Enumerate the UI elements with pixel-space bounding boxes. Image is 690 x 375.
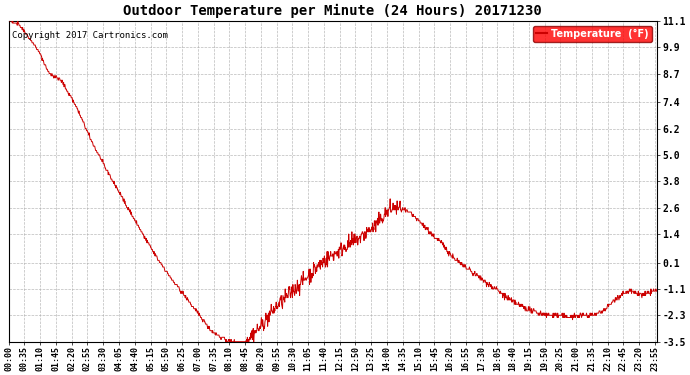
Legend: Temperature  (°F): Temperature (°F) — [533, 26, 652, 42]
Text: Copyright 2017 Cartronics.com: Copyright 2017 Cartronics.com — [12, 30, 168, 39]
Title: Outdoor Temperature per Minute (24 Hours) 20171230: Outdoor Temperature per Minute (24 Hours… — [124, 4, 542, 18]
